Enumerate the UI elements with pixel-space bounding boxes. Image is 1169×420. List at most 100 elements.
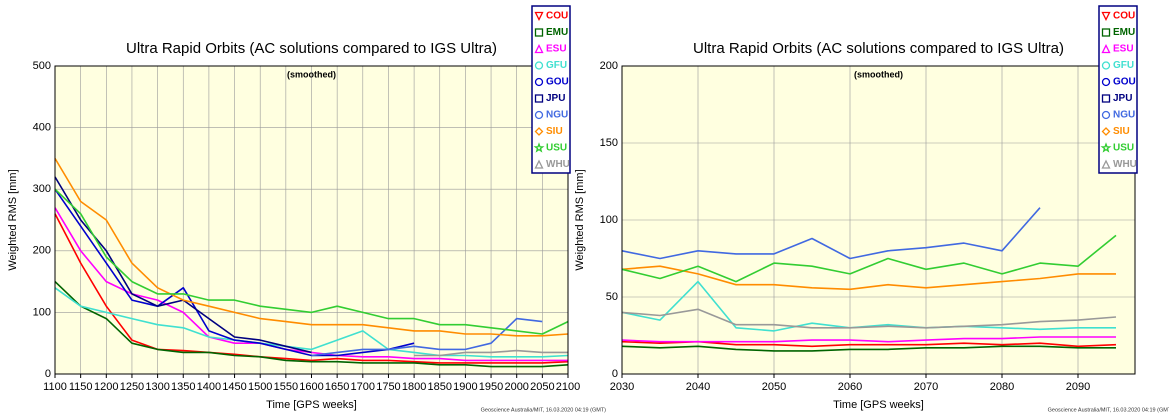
chart-subtitle: (smoothed) [854, 69, 903, 79]
series-line [54, 287, 569, 358]
series-line [621, 234, 1117, 283]
legend-symbol [533, 142, 545, 153]
y-tick-label: 100 [33, 306, 51, 318]
x-tick-label: 1800 [402, 381, 426, 393]
legend-symbol [534, 127, 544, 136]
legend-symbol [1101, 159, 1111, 169]
x-axis-label: Time [GPS weeks] [833, 399, 924, 411]
x-tick-label: 1300 [145, 381, 169, 393]
legend-label: COU [1113, 11, 1135, 22]
legend-label: SIU [1113, 126, 1130, 137]
chart-subtitle: (smoothed) [287, 69, 336, 79]
series-line [621, 345, 1116, 352]
legend-symbol [534, 28, 544, 37]
x-tick-label: 2040 [686, 381, 710, 393]
x-tick-label: 1200 [94, 381, 118, 393]
x-tick-label: 1150 [69, 381, 93, 393]
x-tick-label: 1550 [274, 381, 298, 393]
legend-label: WHU [1113, 159, 1137, 170]
x-tick-label: 2000 [504, 381, 528, 393]
legend-symbol [534, 11, 544, 21]
x-tick-label: 1600 [299, 381, 323, 393]
y-tick-label: 150 [600, 137, 618, 149]
y-tick-label: 300 [33, 183, 51, 195]
legend-symbol [534, 94, 544, 103]
legend-label: COU [546, 11, 568, 22]
x-tick-label: 1900 [453, 381, 477, 393]
series-line [621, 336, 1116, 343]
plot-frame [621, 65, 1136, 375]
chart-title: Ultra Rapid Orbits (AC solutions compare… [126, 40, 497, 57]
chart-title: Ultra Rapid Orbits (AC solutions compare… [693, 40, 1064, 57]
x-tick-label: 1750 [376, 381, 400, 393]
x-tick-label: 2090 [1066, 381, 1090, 393]
y-tick-label: 50 [606, 291, 618, 303]
legend-label: GOU [546, 77, 569, 88]
legend-symbol [534, 44, 544, 54]
series-line [54, 213, 569, 364]
legend-symbol [1101, 28, 1111, 37]
series-line [54, 157, 569, 337]
legend-label: GOU [1113, 77, 1136, 88]
series-line [621, 308, 1117, 329]
footer: Geoscience Australia/MIT, 16.03.2020 04:… [1048, 407, 1169, 413]
x-tick-label: 2100 [556, 381, 580, 393]
legend-label: NGU [1113, 110, 1135, 121]
x-tick-label: 1650 [325, 381, 349, 393]
x-tick-label: 2070 [914, 381, 938, 393]
series-line [621, 265, 1116, 291]
series-line [311, 317, 543, 357]
x-tick-label: 1100 [43, 381, 67, 393]
series-line [54, 188, 415, 357]
legend-label: SIU [546, 126, 563, 137]
legend-label: ESU [1113, 44, 1134, 55]
legend-symbol [534, 110, 544, 120]
y-tick-label: 200 [33, 245, 51, 257]
legend-label: USU [1113, 143, 1134, 154]
legend-symbol [1101, 61, 1111, 70]
legend-label: WHU [546, 159, 570, 170]
legend-symbol [534, 77, 544, 87]
x-tick-label: 1450 [222, 381, 246, 393]
legend-symbol [1101, 94, 1111, 103]
y-tick-label: 0 [45, 368, 51, 380]
y-tick-label: 100 [600, 214, 618, 226]
x-tick-label: 2060 [838, 381, 862, 393]
legend-symbol [534, 159, 544, 169]
series-line [621, 207, 1041, 260]
y-tick-label: 0 [612, 368, 618, 380]
x-tick-label: 1850 [428, 381, 452, 393]
legend-label: GFU [546, 60, 567, 71]
legend-label: USU [546, 143, 567, 154]
x-tick-label: 2030 [610, 381, 634, 393]
legend-symbol [1100, 142, 1112, 153]
y-axis-label: Weighted RMS [mm] [7, 169, 19, 270]
x-tick-label: 2080 [990, 381, 1014, 393]
legend-symbol [1101, 44, 1111, 54]
legend-symbol [534, 61, 544, 70]
x-tick-label: 2050 [762, 381, 786, 393]
legend-label: JPU [546, 93, 565, 104]
legend-symbol [1101, 11, 1111, 21]
legend-symbol [1101, 77, 1111, 87]
y-tick-label: 400 [33, 122, 51, 134]
series-line [54, 188, 569, 335]
x-tick-label: 1250 [120, 381, 144, 393]
x-tick-label: 1700 [351, 381, 375, 393]
footer: Geoscience Australia/MIT, 16.03.2020 04:… [481, 407, 607, 413]
x-tick-label: 1350 [171, 381, 195, 393]
x-tick-label: 2050 [530, 381, 554, 393]
x-tick-label: 1400 [197, 381, 221, 393]
y-tick-label: 200 [600, 60, 618, 72]
legend-symbol [1101, 127, 1111, 136]
series-line [414, 349, 568, 357]
legend-label: EMU [1113, 27, 1135, 38]
legend-label: JPU [1113, 93, 1132, 104]
legend-label: ESU [546, 44, 567, 55]
x-axis-label: Time [GPS weeks] [266, 399, 357, 411]
y-axis-label: Weighted RMS [mm] [574, 169, 586, 270]
y-tick-label: 500 [33, 60, 51, 72]
x-tick-label: 1500 [248, 381, 272, 393]
series-line [54, 281, 569, 368]
